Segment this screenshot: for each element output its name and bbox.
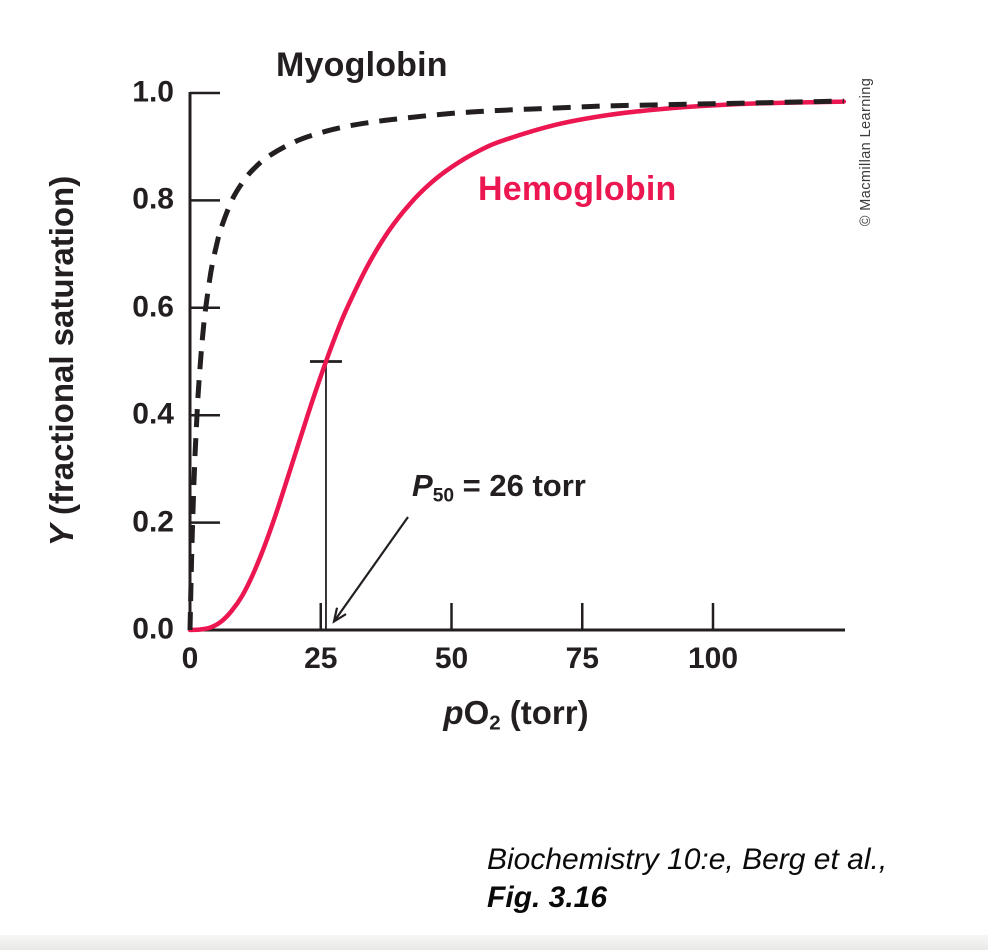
hemoglobin-curve-label: Hemoglobin [478, 170, 677, 208]
y-tick-label: 0.2 [132, 504, 174, 538]
y-tick-label: 0.8 [132, 182, 174, 216]
x-axis-label: pO2 (torr) [443, 694, 588, 736]
y-tick-label: 0.4 [132, 397, 174, 431]
oxygen-binding-chart [187, 91, 847, 633]
p50-arrow [333, 516, 409, 623]
y-axis-label-symbol: Y [43, 524, 80, 547]
x-tick-label: 50 [434, 642, 469, 675]
y-axis-label: Y (fractional saturation) [43, 176, 81, 546]
x-axis-label-subscript: 2 [489, 711, 501, 735]
p50-subscript: 50 [432, 485, 455, 507]
y-tick-label: 0.6 [132, 290, 174, 324]
y-tick-label: 0.0 [132, 612, 174, 646]
x-axis-label-unit: (torr) [500, 694, 589, 731]
citation-figure-number: Fig. 3.16 [487, 881, 608, 915]
x-tick-label: 100 [687, 642, 739, 675]
y-tick-label: 1.0 [132, 75, 174, 109]
x-tick-label: 75 [565, 642, 599, 675]
p50-value-text: = 26 torr [454, 468, 586, 503]
x-tick-label: 25 [304, 642, 338, 675]
x-axis-label-base: O [463, 694, 490, 731]
x-axis-label-symbol: p [443, 694, 464, 731]
citation: Biochemistry 10:e, Berg et al., Fig. 3.1… [487, 841, 887, 917]
myoglobin-curve [187, 98, 844, 631]
y-axis-label-rest: (fractional saturation) [43, 175, 80, 525]
p50-annotation-label: P50 = 26 torr [412, 468, 586, 507]
hemoglobin-curve [187, 99, 847, 633]
x-tick-label: 0 [181, 642, 199, 675]
citation-source: Biochemistry 10:e, Berg et al., [487, 843, 888, 876]
p50-arrowhead-icon [332, 607, 347, 624]
bottom-strip [0, 935, 988, 950]
myoglobin-curve-label: Myoglobin [276, 46, 448, 84]
copyright-notice: © Macmillan Learning [858, 77, 874, 227]
p50-symbol: P [412, 468, 433, 503]
